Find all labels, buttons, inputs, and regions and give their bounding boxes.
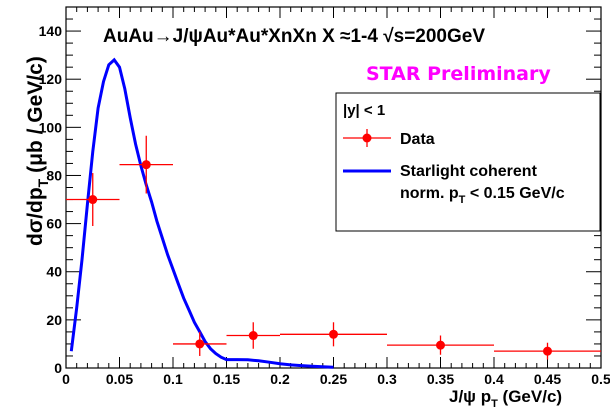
legend-data-marker [362,133,372,143]
y-axis-label: dσ/dpT (μb / GeV/c) [24,56,51,246]
x-tick-label: 0.45 [534,371,561,387]
x-axis: 0 0.05 0.1 0.15 0.2 0.25 0.3 0.35 0.4 0.45 0.5 [62,7,610,387]
data-marker [248,331,258,341]
x-tick-label: 0.25 [320,371,347,387]
legend-model-label-2: norm. pT < 0.15 GeV/c [400,185,565,206]
y-tick-label: 80 [46,167,62,183]
x-tick-label: 0.35 [427,371,454,387]
x-tick-label: 0 [62,371,70,387]
data-point [226,322,280,349]
chart-title: AuAu→J/ψAu*Au*XnXn X ≈1-4 √s=200GeV [103,26,485,47]
y-tick-label: 20 [46,312,62,328]
data-marker [436,340,445,350]
x-tick-label: 0.05 [106,371,133,387]
data-marker [195,339,205,349]
data-point [173,331,227,356]
legend: |y| < 1 Data Starlight coherent norm. pT… [335,92,601,232]
x-tick-label: 0.4 [484,371,504,387]
y-tick-label: 100 [39,119,63,135]
legend-box [335,92,601,232]
data-marker [141,160,151,170]
data-marker [329,329,338,339]
data-points [66,135,601,360]
x-tick-label: 0.1 [163,371,183,387]
x-tick-label: 0.2 [270,371,290,387]
data-point [494,342,601,360]
y-tick-label: 0 [54,360,62,376]
legend-model-label: Starlight coherent [400,163,538,180]
data-point [280,322,387,347]
data-point [66,173,120,227]
legend-data-label: Data [400,131,435,148]
y-tick-label: 120 [39,71,63,87]
x-tick-label: 0.15 [213,371,240,387]
data-marker [88,195,98,205]
starlight-curve [69,57,334,369]
y-tick-label: 60 [46,216,62,232]
data-marker [543,346,552,356]
legend-header: |y| < 1 [343,102,385,119]
x-axis-label: J/ψ pT (GeV/c) [449,387,562,410]
y-tick-label: 40 [46,264,62,280]
x-tick-label: 0.3 [377,371,397,387]
data-point [119,135,173,194]
y-tick-label: 140 [39,23,63,39]
preliminary-label: STAR Preliminary [366,63,551,85]
x-tick-label: 0.5 [591,371,610,387]
data-point [387,335,494,355]
